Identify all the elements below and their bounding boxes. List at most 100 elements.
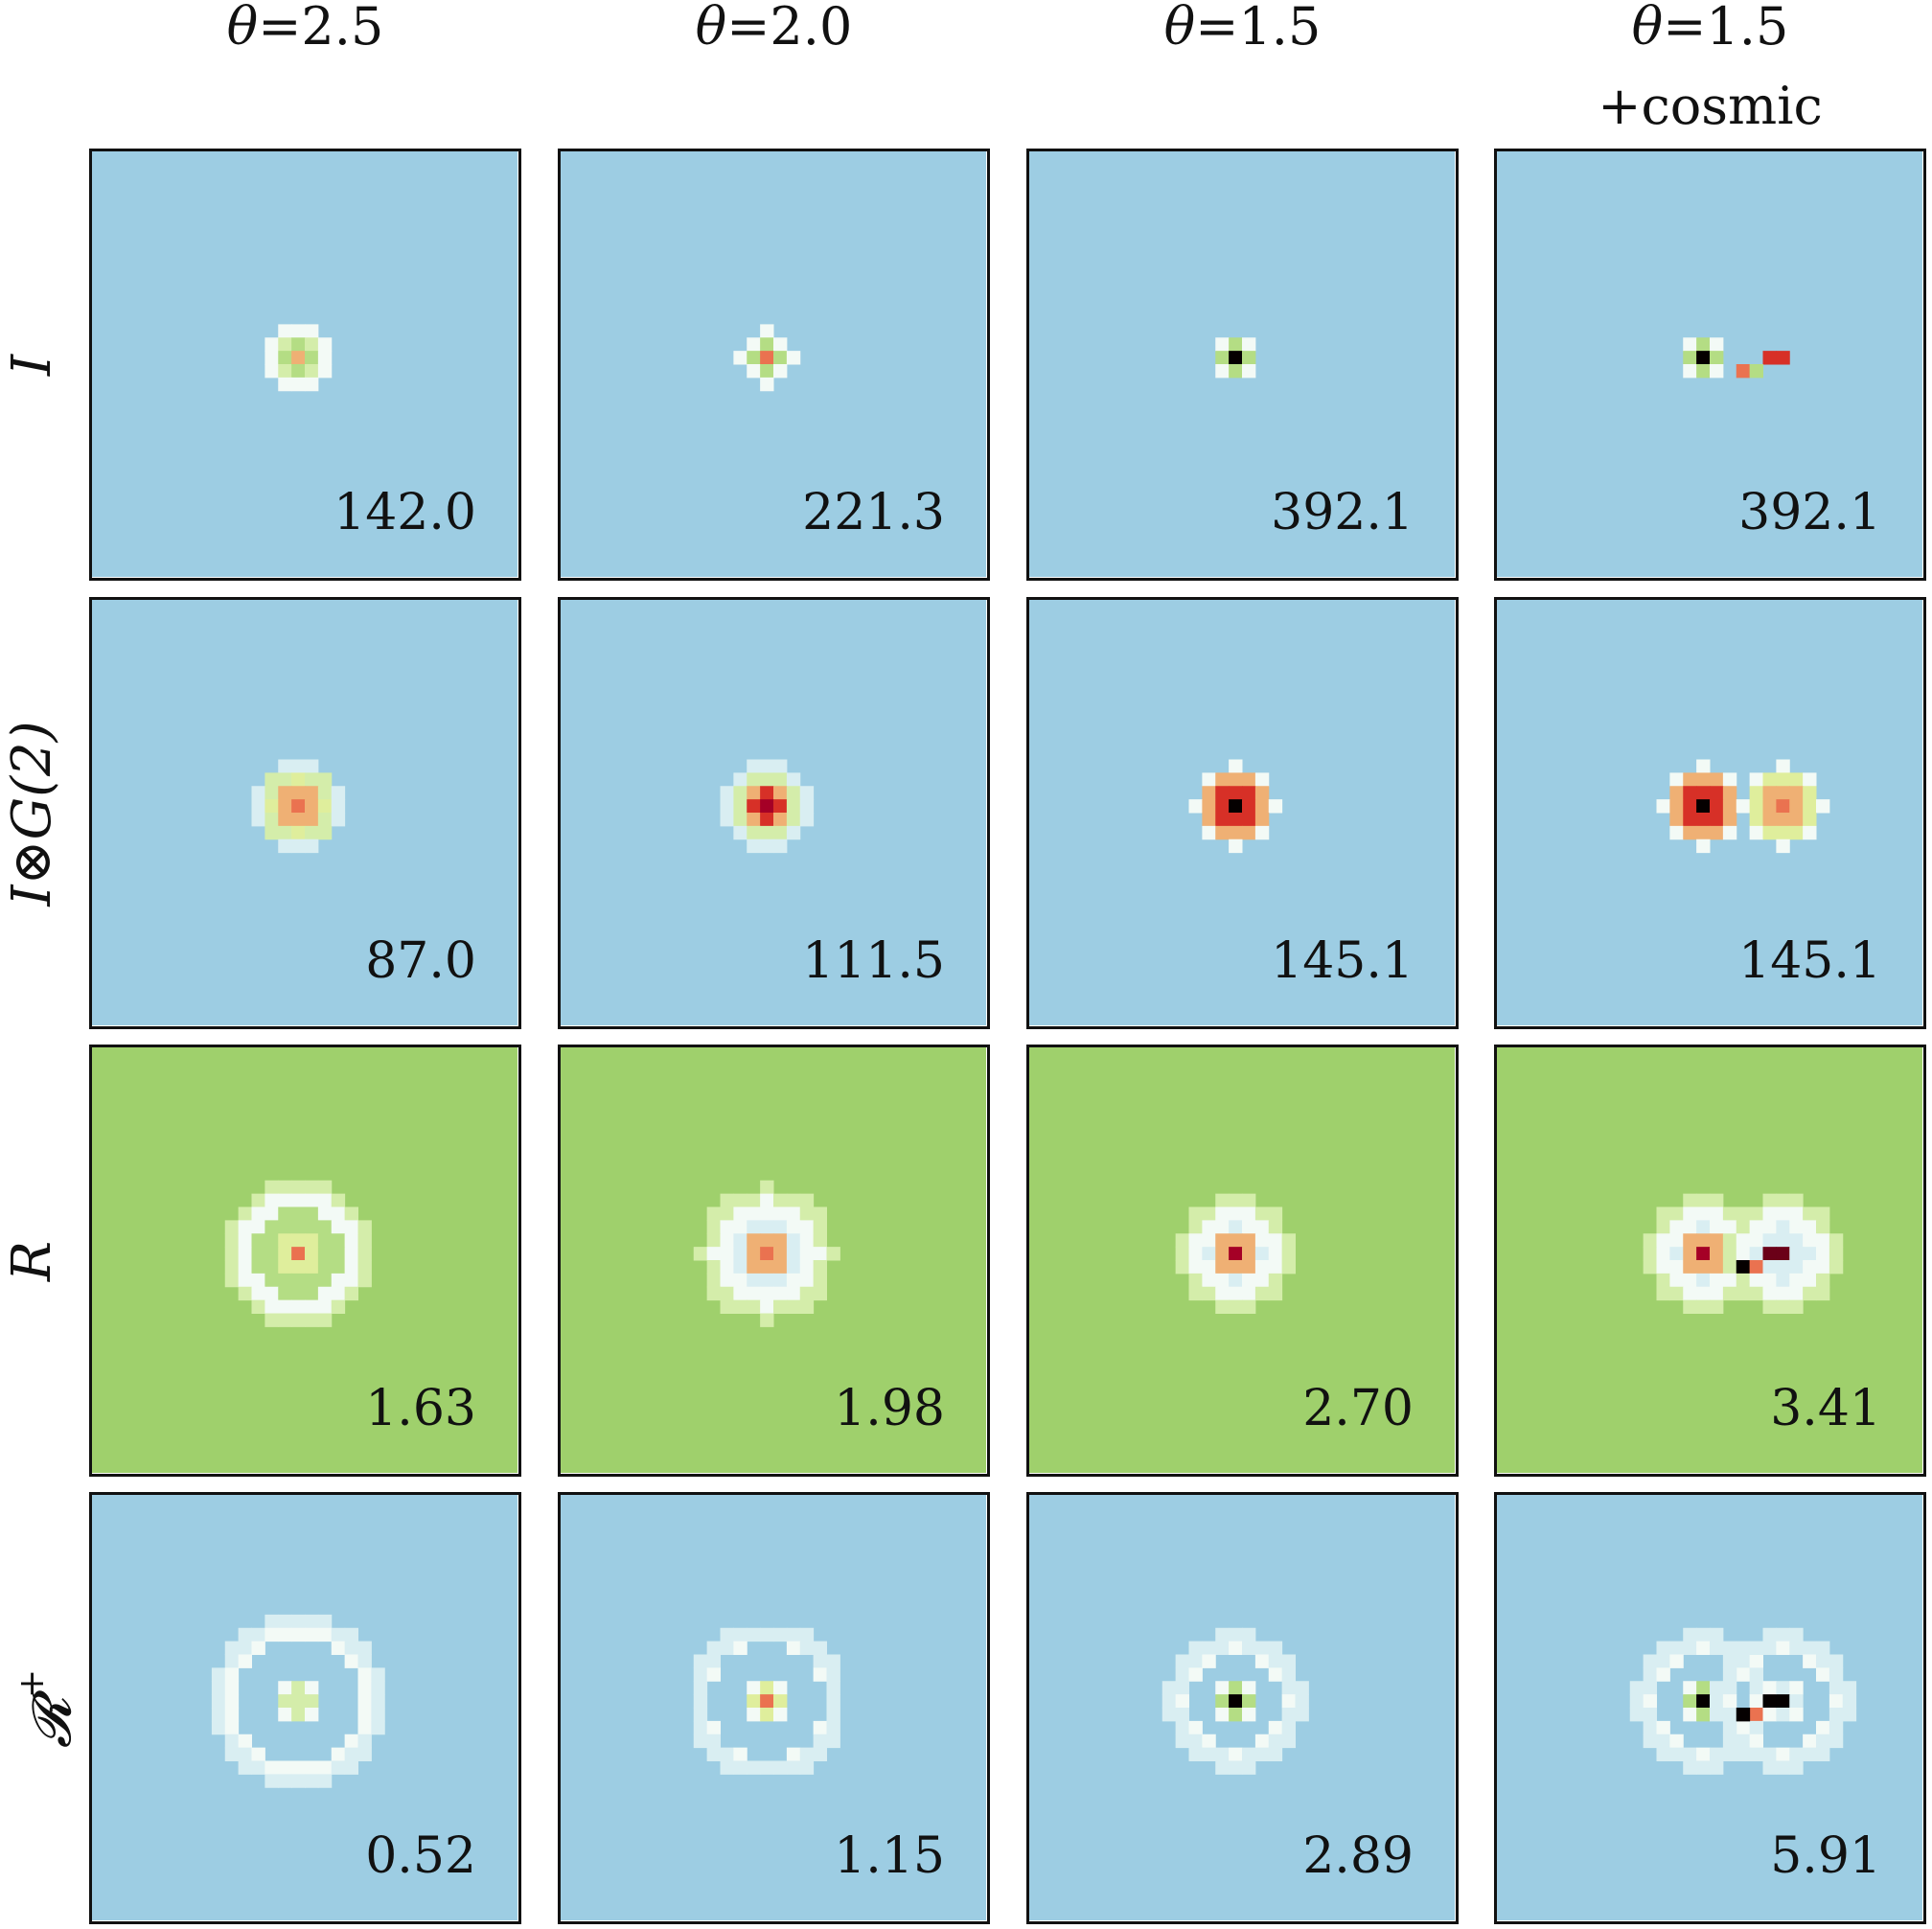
heatmap-cell bbox=[1669, 799, 1684, 814]
heatmap-cell bbox=[1722, 1260, 1737, 1275]
heatmap-cell bbox=[747, 838, 761, 854]
panel-peak-value: 5.91 bbox=[1770, 1827, 1881, 1885]
heatmap-cell bbox=[706, 1273, 722, 1288]
heatmap-cell bbox=[1683, 1233, 1697, 1248]
heatmap-cell bbox=[720, 813, 734, 827]
heatmap-cell bbox=[1683, 1681, 1697, 1695]
heatmap-cell bbox=[224, 1667, 240, 1682]
heatmap-cell bbox=[1242, 1260, 1256, 1275]
heatmap-cell bbox=[1202, 813, 1216, 827]
panel-peak-value: 111.5 bbox=[802, 932, 945, 990]
heatmap-cell bbox=[317, 1260, 333, 1275]
heatmap-cell bbox=[1722, 1273, 1737, 1288]
heatmap-cell bbox=[1696, 1247, 1711, 1261]
heatmap-cell bbox=[331, 1206, 346, 1221]
heatmap-cell bbox=[357, 1273, 372, 1288]
heatmap-cell bbox=[1696, 1286, 1711, 1301]
heatmap-cell bbox=[317, 772, 333, 787]
heatmap-cell bbox=[1188, 1720, 1203, 1735]
heatmap-cell bbox=[278, 1760, 292, 1775]
heatmap-cell bbox=[1643, 1694, 1658, 1709]
heatmap-cell bbox=[1229, 364, 1243, 379]
heatmap-cell bbox=[1643, 1233, 1658, 1248]
heatmap-cell bbox=[251, 1627, 265, 1642]
heatmap-cell bbox=[1762, 813, 1777, 827]
heatmap-cell bbox=[357, 1260, 372, 1275]
heatmap-cell bbox=[1803, 1286, 1817, 1301]
heatmap-cell bbox=[799, 1627, 815, 1642]
heatmap-cell bbox=[1656, 1747, 1670, 1762]
heatmap-cell bbox=[1188, 1747, 1203, 1762]
heatmap-cell bbox=[317, 1273, 333, 1288]
heatmap-cell bbox=[1215, 772, 1230, 787]
heatmap-cell bbox=[1803, 772, 1817, 787]
heatmap-cell bbox=[773, 1220, 788, 1234]
heatmap-cell bbox=[331, 1193, 346, 1208]
heatmap-cell bbox=[1828, 1694, 1844, 1709]
heatmap-cell bbox=[291, 1260, 306, 1275]
heatmap-cell bbox=[1842, 1708, 1857, 1722]
heatmap-cell bbox=[1789, 813, 1804, 827]
heatmap-cell bbox=[1669, 1233, 1684, 1248]
heatmap-cell bbox=[1254, 1747, 1270, 1762]
heatmap-cell bbox=[1789, 1299, 1804, 1315]
heatmap-cell bbox=[1696, 813, 1711, 827]
heatmap-cell bbox=[1268, 1747, 1283, 1762]
heatmap-cell bbox=[1776, 1273, 1790, 1288]
heatmap-cell bbox=[1722, 1247, 1737, 1261]
heatmap-cell bbox=[305, 786, 319, 800]
heatmap-cell bbox=[1229, 1273, 1243, 1288]
heatmap-cell bbox=[305, 1760, 319, 1775]
heatmap-cell bbox=[1242, 337, 1256, 352]
heatmap-cell bbox=[291, 1313, 306, 1327]
heatmap-cell bbox=[317, 1247, 333, 1261]
panel-peak-value: 145.1 bbox=[1271, 932, 1414, 990]
heatmap-cell bbox=[1762, 799, 1777, 814]
heatmap-cell bbox=[706, 1206, 722, 1221]
heatmap-cell bbox=[291, 1193, 306, 1208]
heatmap-cell bbox=[1683, 364, 1697, 379]
heatmap-cell bbox=[1749, 1233, 1764, 1248]
heatmap-cell bbox=[291, 1233, 306, 1248]
heatmap-cell bbox=[747, 1627, 761, 1642]
heatmap-cell bbox=[1656, 1247, 1670, 1261]
panel-peak-value: 1.15 bbox=[834, 1827, 945, 1885]
heatmap-cell bbox=[1175, 1233, 1190, 1248]
heatmap-cell bbox=[1803, 1220, 1817, 1234]
heatmap-cell bbox=[317, 1180, 333, 1195]
heatmap-cell bbox=[1268, 1734, 1283, 1749]
heatmap-cell bbox=[305, 1694, 319, 1709]
heatmap-cell bbox=[799, 786, 815, 800]
heatmap-cell bbox=[693, 1694, 708, 1709]
heatmap-cell bbox=[1254, 1734, 1270, 1749]
heatmap-cell bbox=[1629, 1694, 1644, 1709]
column-subtitle: +cosmic bbox=[1598, 76, 1823, 136]
heatmap-cell bbox=[224, 1641, 240, 1656]
heatmap-cell bbox=[773, 1206, 788, 1221]
heatmap-cell bbox=[760, 813, 774, 827]
heatmap-cell bbox=[733, 799, 748, 814]
heatmap-cell bbox=[693, 1734, 708, 1749]
heatmap-cell bbox=[224, 1747, 240, 1762]
heatmap-cell bbox=[1242, 1694, 1256, 1709]
heatmap-cell bbox=[1776, 1708, 1790, 1722]
heatmap-cell bbox=[317, 1220, 333, 1234]
heatmap-cell bbox=[1242, 772, 1256, 787]
heatmap-cell bbox=[1749, 799, 1764, 814]
heatmap-cell bbox=[1242, 351, 1256, 365]
heatmap-cell bbox=[1828, 1247, 1844, 1261]
heatmap-cell bbox=[1828, 1233, 1844, 1248]
row-label-text: I⊗G(2) bbox=[1, 720, 63, 907]
heatmap-cell bbox=[317, 799, 333, 814]
heatmap-cell bbox=[773, 1273, 788, 1288]
heatmap-cell bbox=[1683, 799, 1697, 814]
heatmap-cell bbox=[747, 1273, 761, 1288]
heatmap-cell bbox=[1202, 1206, 1216, 1221]
heatmap-cell bbox=[760, 364, 774, 379]
heatmap-image bbox=[1029, 1047, 1455, 1473]
heatmap-cell bbox=[1254, 786, 1270, 800]
heatmap-cell bbox=[1803, 799, 1817, 814]
heatmap-cell bbox=[1722, 1654, 1737, 1668]
heatmap-cell bbox=[1215, 1273, 1230, 1288]
